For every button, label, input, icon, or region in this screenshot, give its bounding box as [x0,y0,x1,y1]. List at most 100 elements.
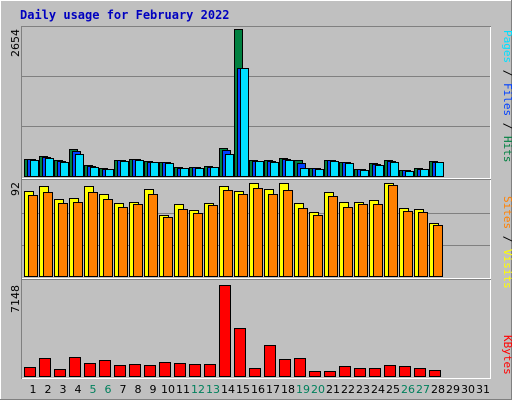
ymax-label-visits: 92 [9,182,22,196]
bar-visits-sites-sites-day26 [403,211,413,277]
bar-kbytes-kbytes-day27 [414,368,426,377]
right-label-kbytes-part: KBytes [501,335,512,375]
bar-hits-files-pages-pages-day6 [105,169,114,177]
bar-hits-files-pages-pages-day5 [90,167,99,177]
x-tick-day-6: 6 [105,383,112,396]
bar-visits-sites-sites-day9 [148,194,158,277]
x-tick-day-27: 27 [416,383,430,396]
right-label-visits-part-sites: Sites [501,196,512,229]
bar-visits-sites-sites-day8 [133,204,143,277]
bar-kbytes-kbytes-day28 [429,370,441,377]
bar-kbytes-kbytes-day14 [219,285,231,377]
bar-visits-sites-sites-day1 [28,195,38,277]
x-tick-day-12: 12 [191,383,205,396]
bar-hits-files-pages-pages-day27 [420,169,429,177]
bar-visits-sites-sites-day15 [238,194,248,277]
x-tick-day-10: 10 [161,383,175,396]
bar-visits-sites-sites-day3 [58,203,68,277]
bar-hits-files-pages-pages-day20 [315,169,324,177]
x-tick-day-18: 18 [281,383,295,396]
chart-title: Daily usage for February 2022 [20,8,230,22]
x-tick-day-8: 8 [135,383,142,396]
bar-kbytes-kbytes-day1 [24,367,36,377]
bar-kbytes-kbytes-day18 [279,359,291,377]
x-tick-day-22: 22 [341,383,355,396]
bar-visits-sites-sites-day14 [223,190,233,277]
x-tick-day-9: 9 [150,383,157,396]
bar-visits-sites-sites-day23 [358,204,368,277]
bars-layer [22,29,490,377]
bar-kbytes-kbytes-day12 [189,364,201,377]
bar-visits-sites-sites-day18 [283,190,293,277]
bar-hits-files-pages-pages-day11 [180,168,189,177]
x-tick-day-13: 13 [206,383,220,396]
bar-visits-sites-sites-day27 [418,212,428,277]
bar-visits-sites-sites-day13 [208,205,218,277]
right-label-hits-part-pages: Pages [501,30,512,63]
bar-kbytes-kbytes-day19 [294,358,306,377]
right-label-hits-sep2: / [501,116,512,136]
bar-hits-files-pages-pages-day14 [225,154,234,177]
bar-kbytes-kbytes-day21 [324,371,336,377]
x-ticks-layer: 1 2 3 4 5 6 7 8 9 10 11 12 13 14 15 16 17 18 19 20 21 22 23 24 2… [30,383,491,396]
x-tick-day-20: 20 [311,383,325,396]
panel-frame-hits [21,26,491,179]
bar-visits-sites-sites-day21 [328,196,338,277]
x-tick-day-2: 2 [45,383,52,396]
bar-visits-sites-sites-day6 [103,199,113,277]
bar-hits-files-pages-pages-day18 [285,160,294,177]
bar-hits-files-pages-pages-day8 [135,160,144,177]
bar-hits-files-pages-pages-day26 [405,171,414,177]
bar-visits-sites-sites-day12 [193,213,203,277]
bar-hits-files-pages-pages-day4 [75,154,84,177]
right-label-visits-sep: / [501,229,512,249]
x-tick-day-1: 1 [30,383,37,396]
right-label-hits-part-files: Files [501,83,512,116]
right-label-hits-part-hits: Hits [501,136,512,163]
x-tick-day-5: 5 [90,383,97,396]
bar-kbytes-kbytes-day26 [399,366,411,377]
bar-visits-sites-sites-day24 [373,204,383,277]
bar-hits-files-pages-pages-day19 [300,168,309,177]
x-tick-day-19: 19 [296,383,310,396]
bar-visits-sites-sites-day16 [253,188,263,277]
ymax-label-kbytes: 7148 [9,285,22,313]
bar-kbytes-kbytes-day9 [144,365,156,377]
bar-hits-files-pages-pages-day9 [150,162,159,177]
x-tick-day-25: 25 [386,383,400,396]
bar-kbytes-kbytes-day4 [69,357,81,377]
x-tick-day-17: 17 [266,383,280,396]
bar-visits-sites-sites-day20 [313,215,323,277]
right-label-visits-part-visits: Visits [501,249,512,289]
bar-hits-files-pages-pages-day17 [270,162,279,177]
bar-hits-files-pages-pages-day7 [120,161,129,177]
bar-visits-sites-sites-day25 [388,185,398,277]
bar-hits-files-pages-pages-day28 [435,162,444,177]
bar-kbytes-kbytes-day15 [234,328,246,377]
bar-kbytes-kbytes-day24 [369,368,381,377]
x-tick-day-31: 31 [476,383,490,396]
bar-hits-files-pages-pages-day13 [210,167,219,177]
bar-hits-files-pages-pages-day1 [30,160,39,177]
bar-hits-files-pages-pages-day24 [375,165,384,177]
bar-hits-files-pages-pages-day2 [45,158,54,177]
bar-kbytes-kbytes-day23 [354,368,366,377]
bar-hits-files-pages-pages-day15 [240,68,249,177]
ymax-label-hits: 2654 [9,29,22,57]
bar-kbytes-kbytes-day8 [129,364,141,377]
right-label-visits: Sites / Visits [501,196,512,289]
bar-kbytes-kbytes-day13 [204,364,216,377]
bar-kbytes-kbytes-day6 [99,360,111,377]
bar-hits-files-pages-pages-day3 [60,162,69,177]
bar-kbytes-kbytes-day3 [54,369,66,377]
x-tick-day-15: 15 [236,383,250,396]
x-tick-day-7: 7 [120,383,127,396]
bar-hits-files-pages-pages-day21 [330,161,339,177]
bar-kbytes-kbytes-day5 [84,363,96,377]
right-label-hits-sep1: / [501,63,512,83]
bar-visits-sites-sites-day2 [43,192,53,277]
bar-kbytes-kbytes-day17 [264,345,276,377]
bar-kbytes-kbytes-day7 [114,365,126,377]
